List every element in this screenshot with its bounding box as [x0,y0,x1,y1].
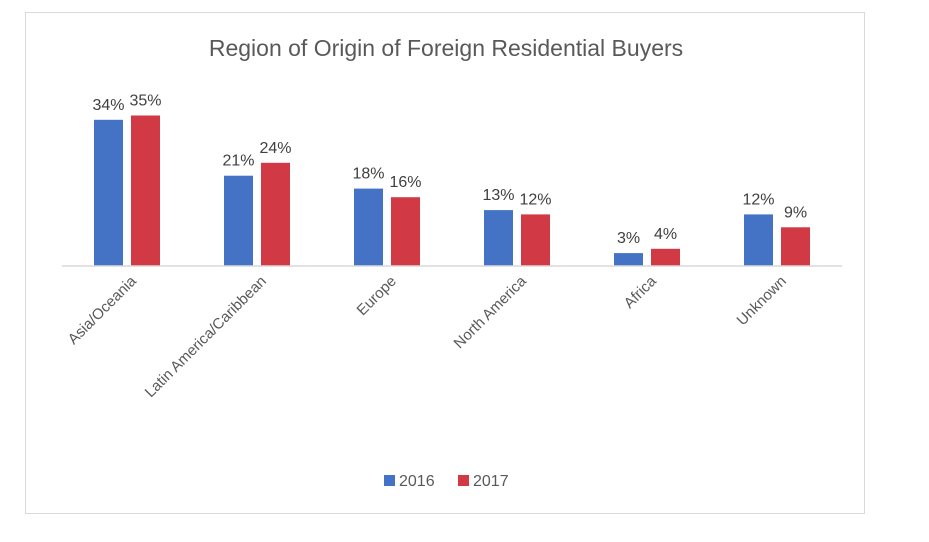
data-label-asia-oceania-2016: 34% [92,97,124,114]
category-label-africa: Africa [621,272,661,312]
chart-frame [25,12,865,514]
data-label-africa-2016: 3% [617,230,640,247]
data-label-europe-2016: 18% [352,166,384,183]
data-label-north-america-2016: 13% [482,187,514,204]
data-label-unknown-2016: 12% [742,191,774,208]
data-label-unknown-2017: 9% [784,204,807,221]
category-label-latin-america-caribbean: Latin America/Caribbean [142,273,270,401]
bar-asia-oceania-2016 [94,119,123,266]
category-label-north-america: North America [451,272,531,352]
data-label-africa-2017: 4% [654,226,677,243]
legend-label-2016: 2016 [399,473,435,490]
category-label-unknown: Unknown [734,273,790,329]
legend-label-2017: 2017 [473,473,509,490]
bar-asia-oceania-2017 [131,115,160,266]
category-label-asia-oceania: Asia/Oceania [65,272,141,348]
bar-unknown-2016 [744,214,773,266]
data-label-north-america-2017: 12% [519,191,551,208]
legend-swatch-2017 [458,475,469,486]
legend: 2016 2017 [384,473,509,490]
legend-swatch-2016 [384,475,395,486]
bar-latin-america-caribbean-2016 [224,175,253,266]
bar-africa-2017 [651,248,680,266]
bar-latin-america-caribbean-2017 [261,162,290,266]
bar-north-america-2017 [521,214,550,266]
data-label-latin-america-caribbean-2017: 24% [259,140,291,157]
bars-layer [94,115,810,266]
data-label-europe-2017: 16% [389,174,421,191]
chart-title: Region of Origin of Foreign Residential … [209,35,683,61]
bar-unknown-2017 [781,227,810,266]
data-label-asia-oceania-2017: 35% [129,93,161,110]
bar-north-america-2016 [484,210,513,266]
labels-layer: 34% 35% 21% 24% 18% 16% 13% 12% 3% 4% 12% 9% [92,93,807,248]
category-axis: Asia/Oceania Latin America/Caribbean Europ… [65,272,790,401]
bar-africa-2016 [614,253,643,266]
bar-europe-2017 [391,197,420,266]
category-label-europe: Europe [354,273,400,319]
bar-europe-2016 [354,188,383,266]
data-label-latin-america-caribbean-2016: 21% [222,153,254,170]
